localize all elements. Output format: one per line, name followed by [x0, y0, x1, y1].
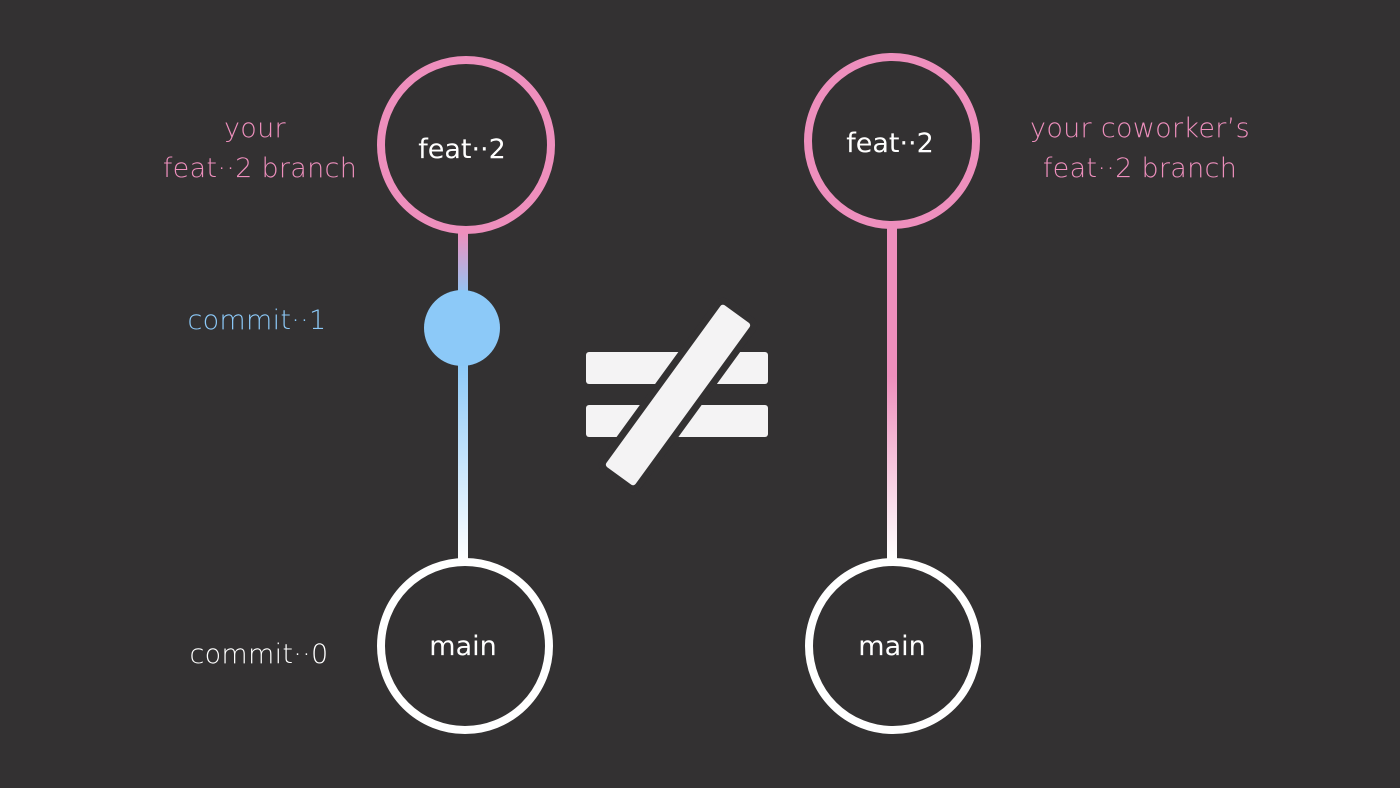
commit0-label: commit··0 [189, 639, 328, 670]
right-main-node [805, 558, 981, 734]
left-branch-label-line2: feat··2 branch [163, 153, 357, 184]
left-edge-feat-to-commit1 [458, 233, 468, 298]
left-commit1-node [424, 290, 500, 366]
right-branch-graph: feat··2 main your coworker’s feat··2 bra… [804, 53, 1250, 734]
left-feat2-node [377, 56, 555, 234]
left-edge-commit1-to-main [458, 360, 468, 560]
right-main-node-label: main [858, 631, 925, 662]
left-main-node [377, 558, 553, 734]
left-branch-label-line1: your [224, 113, 287, 144]
right-branch-label-line1: your coworker’s [1030, 113, 1250, 144]
left-main-node-label: main [429, 631, 496, 662]
right-edge-feat-to-main [887, 228, 897, 560]
right-feat2-node [804, 53, 980, 229]
right-feat2-node-label: feat··2 [846, 128, 934, 159]
commit1-label: commit··1 [187, 305, 326, 336]
left-branch-graph: feat··2 main your feat··2 branch commit·… [163, 56, 555, 734]
left-feat2-node-label: feat··2 [418, 134, 506, 165]
not-equal-slash [598, 297, 758, 493]
right-branch-label-line2: feat··2 branch [1043, 153, 1237, 184]
not-equal-icon [586, 297, 768, 493]
